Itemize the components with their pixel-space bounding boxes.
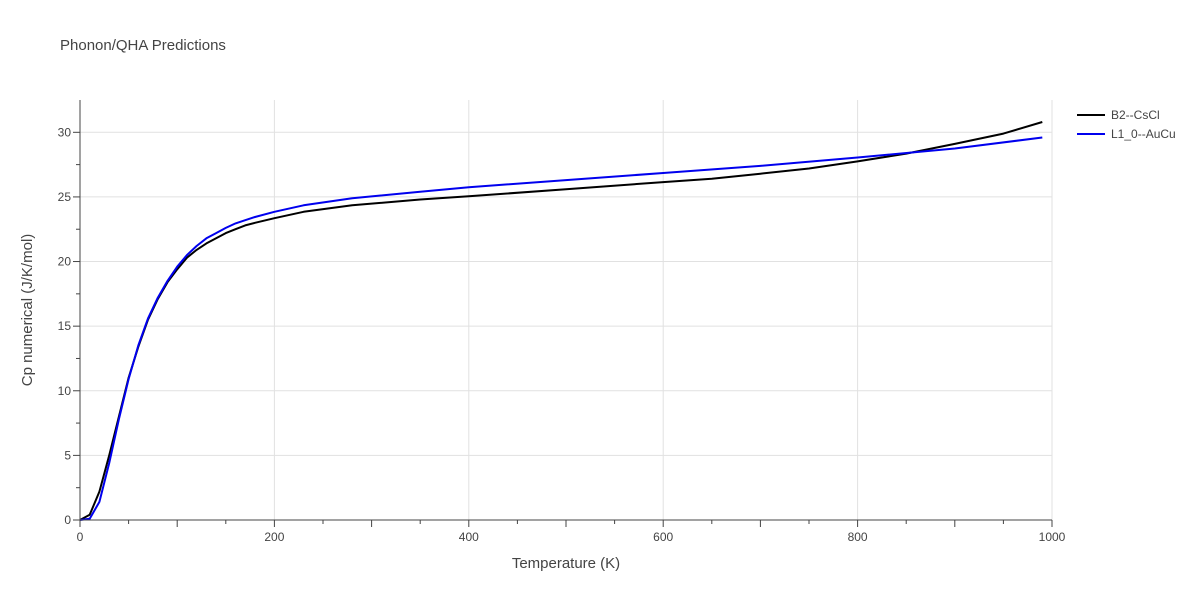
legend-item[interactable]: L1_0--AuCu <box>1077 127 1176 141</box>
x-tick-label: 600 <box>653 530 673 544</box>
y-axis-label: Cp numerical (J/K/mol) <box>19 234 36 387</box>
x-tick-label: 400 <box>459 530 479 544</box>
x-tick-label: 1000 <box>1039 530 1066 544</box>
legend-item[interactable]: B2--CsCl <box>1077 108 1160 122</box>
legend[interactable]: B2--CsCl L1_0--AuCu <box>1077 108 1176 141</box>
x-tick-label: 800 <box>848 530 868 544</box>
x-tick-label: 0 <box>77 530 84 544</box>
axes <box>73 100 1053 527</box>
x-axis-label: Temperature (K) <box>512 555 620 572</box>
x-tick-label: 200 <box>264 530 284 544</box>
y-tick-label: 5 <box>64 448 71 462</box>
y-tick-label: 20 <box>58 255 72 269</box>
series-layer <box>79 121 1043 521</box>
y-tick-label: 30 <box>58 125 72 139</box>
grid-lines <box>80 100 1053 520</box>
legend-label: L1_0--AuCu <box>1111 127 1176 141</box>
y-tick-label: 15 <box>58 319 72 333</box>
y-tick-label: 10 <box>58 384 72 398</box>
series-line-l1-0-aucu <box>79 136 1043 521</box>
x-axis-ticks: 0 200 400 600 800 1000 <box>77 530 1066 544</box>
legend-label: B2--CsCl <box>1111 108 1160 122</box>
y-axis-ticks: 0 5 10 15 20 25 30 <box>58 125 72 527</box>
y-tick-label: 25 <box>58 190 72 204</box>
chart-title: Phonon/QHA Predictions <box>60 37 226 54</box>
y-tick-label: 0 <box>64 513 71 527</box>
